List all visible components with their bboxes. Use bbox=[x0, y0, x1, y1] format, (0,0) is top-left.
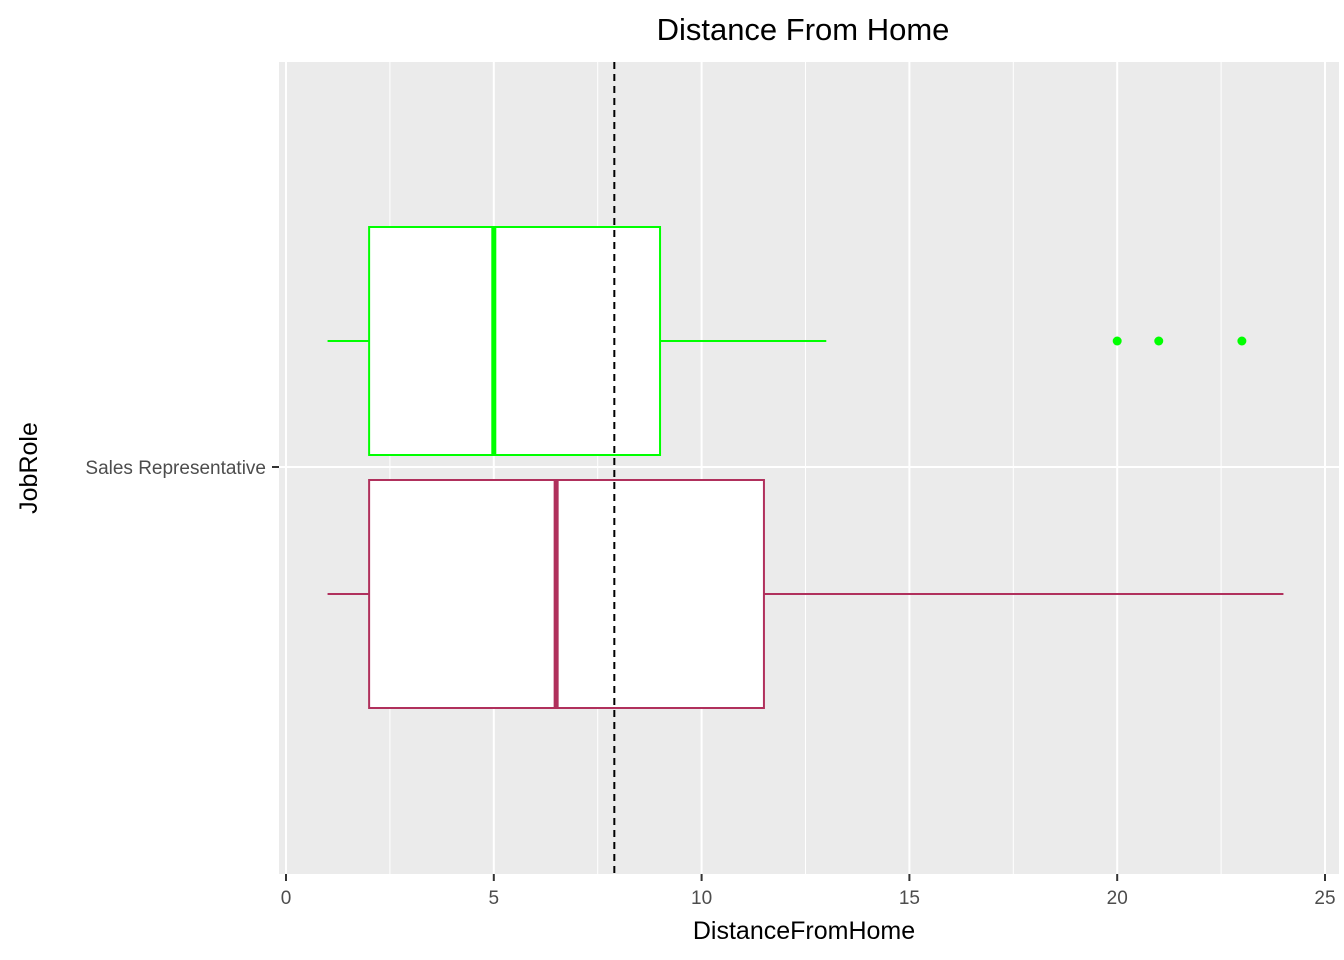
boxplot-upper bbox=[327, 226, 1247, 456]
x-tick-label: 25 bbox=[1314, 888, 1335, 909]
y-axis: Sales Representative bbox=[85, 458, 279, 479]
outlier-point bbox=[1237, 336, 1247, 346]
x-tick-label: 0 bbox=[281, 888, 292, 909]
x-tick-label: 10 bbox=[691, 888, 712, 909]
boxplot-lower bbox=[327, 479, 1284, 709]
y-tick-label: Sales Representative bbox=[85, 458, 266, 479]
y-axis-title: JobRole bbox=[15, 422, 43, 514]
x-tick-label: 20 bbox=[1107, 888, 1128, 909]
box bbox=[368, 226, 662, 456]
chart-title: Distance From Home bbox=[657, 12, 950, 47]
x-axis: 0 5 10 15 20 25 bbox=[281, 874, 1336, 909]
box bbox=[368, 479, 765, 709]
outlier-point bbox=[1154, 336, 1164, 346]
x-axis-title: DistanceFromHome bbox=[693, 917, 915, 945]
x-tick-label: 15 bbox=[899, 888, 920, 909]
boxplots bbox=[327, 226, 1284, 709]
outlier-point bbox=[1112, 336, 1122, 346]
gridlines bbox=[279, 62, 1339, 874]
x-tick-label: 5 bbox=[489, 888, 500, 909]
